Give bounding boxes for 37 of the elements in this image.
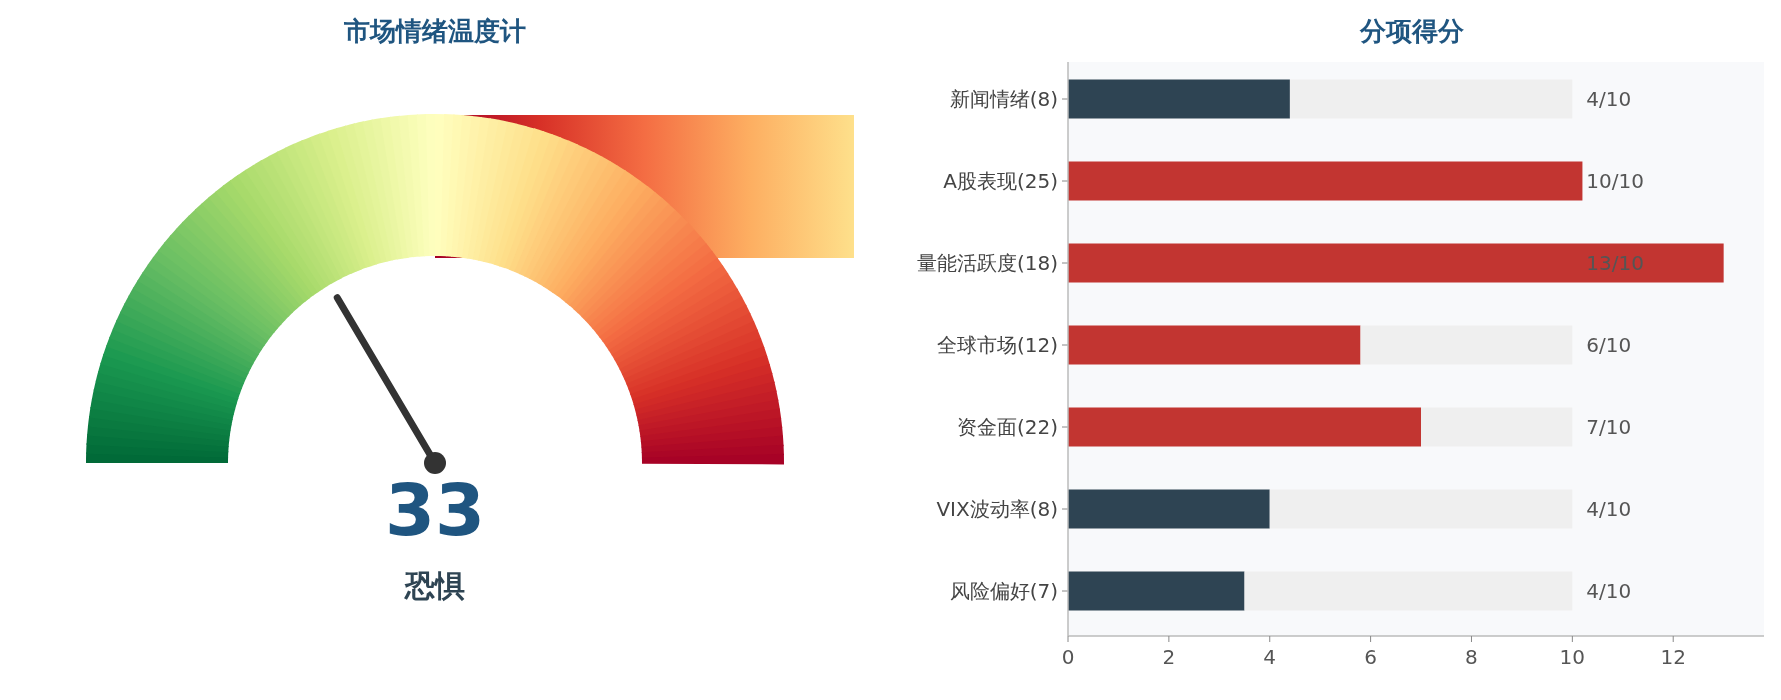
text: 市场情绪温度计 (343, 16, 526, 46)
bar (1068, 489, 1270, 529)
y-tick-label: 资金面(22) (956, 415, 1058, 439)
y-tick-label: 全球市场(12) (936, 333, 1058, 357)
annotation: 13/10 (1586, 251, 1644, 275)
x-tick-label: 0 (1061, 645, 1075, 669)
x-tick-label: 6 (1364, 645, 1377, 669)
bar (1360, 325, 1573, 365)
annotation: 6/10 (1586, 333, 1632, 357)
bar (1068, 407, 1422, 447)
x-tick-label: 12 (1660, 645, 1686, 669)
y-tick-label: 风险偏好(7) (949, 579, 1058, 603)
annotation: 4/10 (1586, 497, 1632, 521)
x-tick-label: 4 (1263, 645, 1277, 669)
bar (1289, 79, 1573, 119)
annotation: 4/10 (1586, 87, 1632, 111)
annotation: 10/10 (1586, 169, 1644, 193)
text: 恐惧 (404, 568, 465, 603)
annotation: 7/10 (1586, 415, 1632, 439)
text: 33 (384, 468, 486, 552)
x-tick-label: 8 (1465, 645, 1478, 669)
bar (1068, 325, 1361, 365)
x-tick-label: 2 (1162, 645, 1176, 669)
y-tick-label: A股表现(25) (943, 169, 1058, 193)
bar (1068, 243, 1724, 283)
bar (1269, 489, 1573, 529)
bar (1244, 571, 1573, 611)
chart-title: 分项得分 (1359, 16, 1465, 46)
bar (1068, 79, 1290, 119)
bar (1068, 571, 1245, 611)
y-tick-label: VIX波动率(8) (936, 497, 1058, 521)
bar (1421, 407, 1573, 447)
bar (1068, 161, 1583, 201)
x-tick-label: 10 (1559, 645, 1586, 669)
annotation: 4/10 (1586, 579, 1632, 603)
y-tick-label: 量能活跃度(18) (916, 251, 1058, 275)
y-tick-label: 新闻情绪(8) (949, 87, 1058, 111)
